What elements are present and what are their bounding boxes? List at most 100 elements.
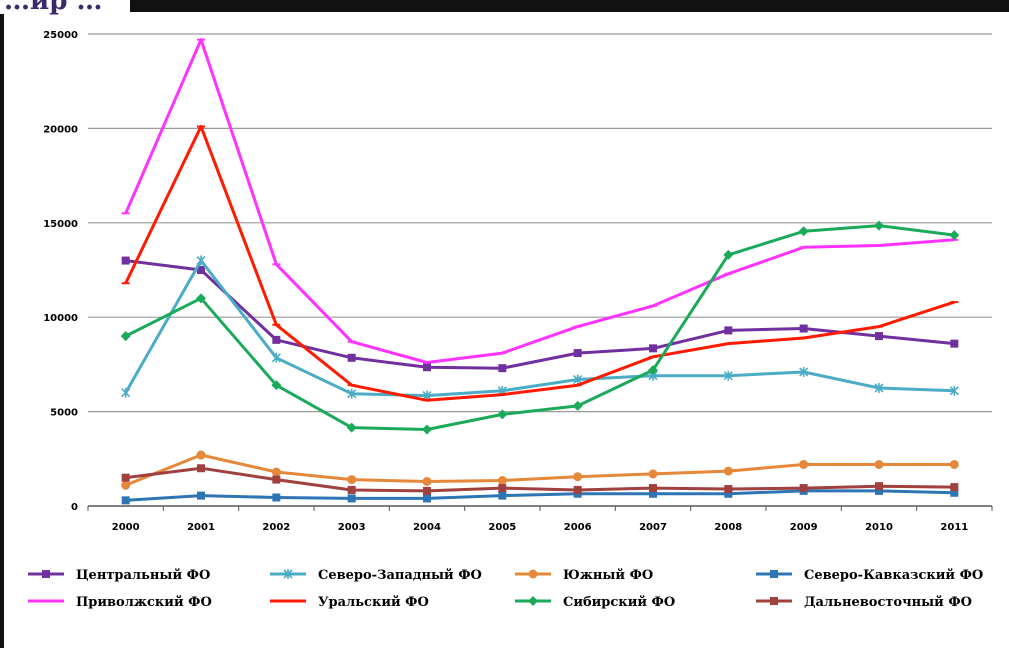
- data-point: [196, 255, 206, 266]
- x-tick-label: 2002: [262, 522, 290, 533]
- data-point: [573, 485, 582, 494]
- y-tick-label: 0: [71, 502, 78, 513]
- data-point: [272, 493, 281, 502]
- data-point: [950, 483, 959, 492]
- data-point: [949, 230, 960, 241]
- data-point: [573, 374, 583, 385]
- y-tick-label: 15000: [43, 219, 78, 230]
- y-tick-label: 25000: [43, 30, 78, 41]
- data-point: [649, 484, 657, 493]
- data-point: [573, 349, 582, 358]
- series-group: [121, 255, 959, 401]
- data-point: [723, 370, 733, 381]
- legend-label: Северо-Кавказский ФО: [804, 568, 983, 583]
- legend-item: Сибирский ФО: [515, 595, 675, 610]
- x-tick-label: 2005: [488, 522, 516, 533]
- data-point: [649, 344, 657, 353]
- data-point: [648, 365, 658, 376]
- y-tick-label: 20000: [43, 124, 78, 135]
- x-tick-label: 2011: [940, 522, 968, 533]
- x-tick-label: 2009: [790, 522, 818, 533]
- data-point: [950, 488, 959, 497]
- data-point: [648, 469, 658, 479]
- x-tick-label: 2004: [413, 522, 441, 533]
- legend: Центральный ФО Северо-Западный ФО Южный ФО…: [28, 568, 983, 610]
- data-point: [272, 475, 281, 484]
- data-point: [573, 472, 583, 482]
- data-point: [422, 476, 432, 486]
- data-point: [724, 485, 733, 494]
- data-point: [347, 388, 357, 399]
- data-point: [121, 256, 130, 265]
- data-point: [799, 324, 808, 333]
- data-point: [799, 366, 809, 377]
- data-point: [498, 491, 507, 500]
- data-point: [197, 266, 205, 274]
- series-line: [124, 38, 955, 364]
- data-point: [423, 363, 431, 372]
- legend-marker: [528, 596, 538, 606]
- data-point: [649, 489, 657, 498]
- data-point: [950, 339, 959, 348]
- data-point: [874, 383, 884, 393]
- series-line: [125, 224, 955, 431]
- series-group: [120, 220, 960, 435]
- data-point: [949, 459, 959, 469]
- data-point: [272, 335, 281, 344]
- data-point: [422, 424, 432, 435]
- series-group: [121, 38, 959, 364]
- cropped-slide-title: …ир …: [4, 0, 103, 16]
- data-point: [949, 385, 959, 396]
- legend-marker: [770, 570, 778, 578]
- data-point: [724, 489, 733, 498]
- data-point: [799, 484, 808, 493]
- data-point: [196, 450, 206, 460]
- legend-label: Уральский ФО: [318, 595, 429, 610]
- legend-marker: [283, 569, 293, 579]
- data-point: [197, 491, 205, 500]
- series-group: [121, 125, 959, 402]
- left-rule: [0, 14, 4, 648]
- legend-item: Приволжский ФО: [28, 595, 212, 610]
- data-point: [875, 332, 883, 341]
- data-point: [271, 467, 281, 477]
- legend-marker: [42, 570, 50, 578]
- header-bar: [130, 0, 1009, 12]
- legend-label: Приволжский ФО: [76, 595, 212, 610]
- data-point: [724, 326, 733, 335]
- series-line: [125, 466, 955, 493]
- legend-label: Центральный ФО: [76, 568, 210, 583]
- y-tick-label: 5000: [50, 408, 78, 419]
- legend-label: Северо-Западный ФО: [318, 568, 482, 583]
- legend-item: Дальневосточный ФО: [756, 595, 972, 610]
- x-tick-label: 2010: [865, 522, 893, 533]
- x-axis: [87, 505, 993, 511]
- y-axis-ticks: 0 5000 10000 15000 20000 25000: [43, 30, 78, 513]
- series-line: [124, 259, 955, 398]
- data-point: [121, 480, 131, 490]
- legend-item: Уральский ФО: [270, 595, 429, 610]
- series-line: [125, 489, 955, 502]
- data-point: [347, 494, 356, 503]
- data-point: [347, 353, 356, 362]
- data-point: [723, 249, 734, 260]
- legend-label: Сибирский ФО: [563, 595, 675, 610]
- data-point: [121, 387, 131, 398]
- x-tick-label: 2000: [112, 522, 140, 533]
- series-group: [121, 256, 959, 373]
- data-point: [346, 422, 357, 433]
- data-point: [723, 466, 733, 476]
- series-group: [121, 464, 959, 495]
- data-point: [121, 473, 130, 482]
- legend-marker: [528, 569, 538, 579]
- legend-item: Центральный ФО: [28, 568, 210, 583]
- legend-item: Северо-Западный ФО: [270, 568, 482, 583]
- data-point: [798, 226, 809, 237]
- x-axis-ticks: 2000 2001 2002 2003 2004 2005 2006 2007 2008 2009…: [112, 522, 969, 533]
- x-tick-label: 2008: [714, 522, 742, 533]
- x-tick-label: 2003: [338, 522, 366, 533]
- series-lines: [120, 38, 960, 505]
- data-point: [196, 293, 206, 304]
- data-point: [423, 494, 431, 503]
